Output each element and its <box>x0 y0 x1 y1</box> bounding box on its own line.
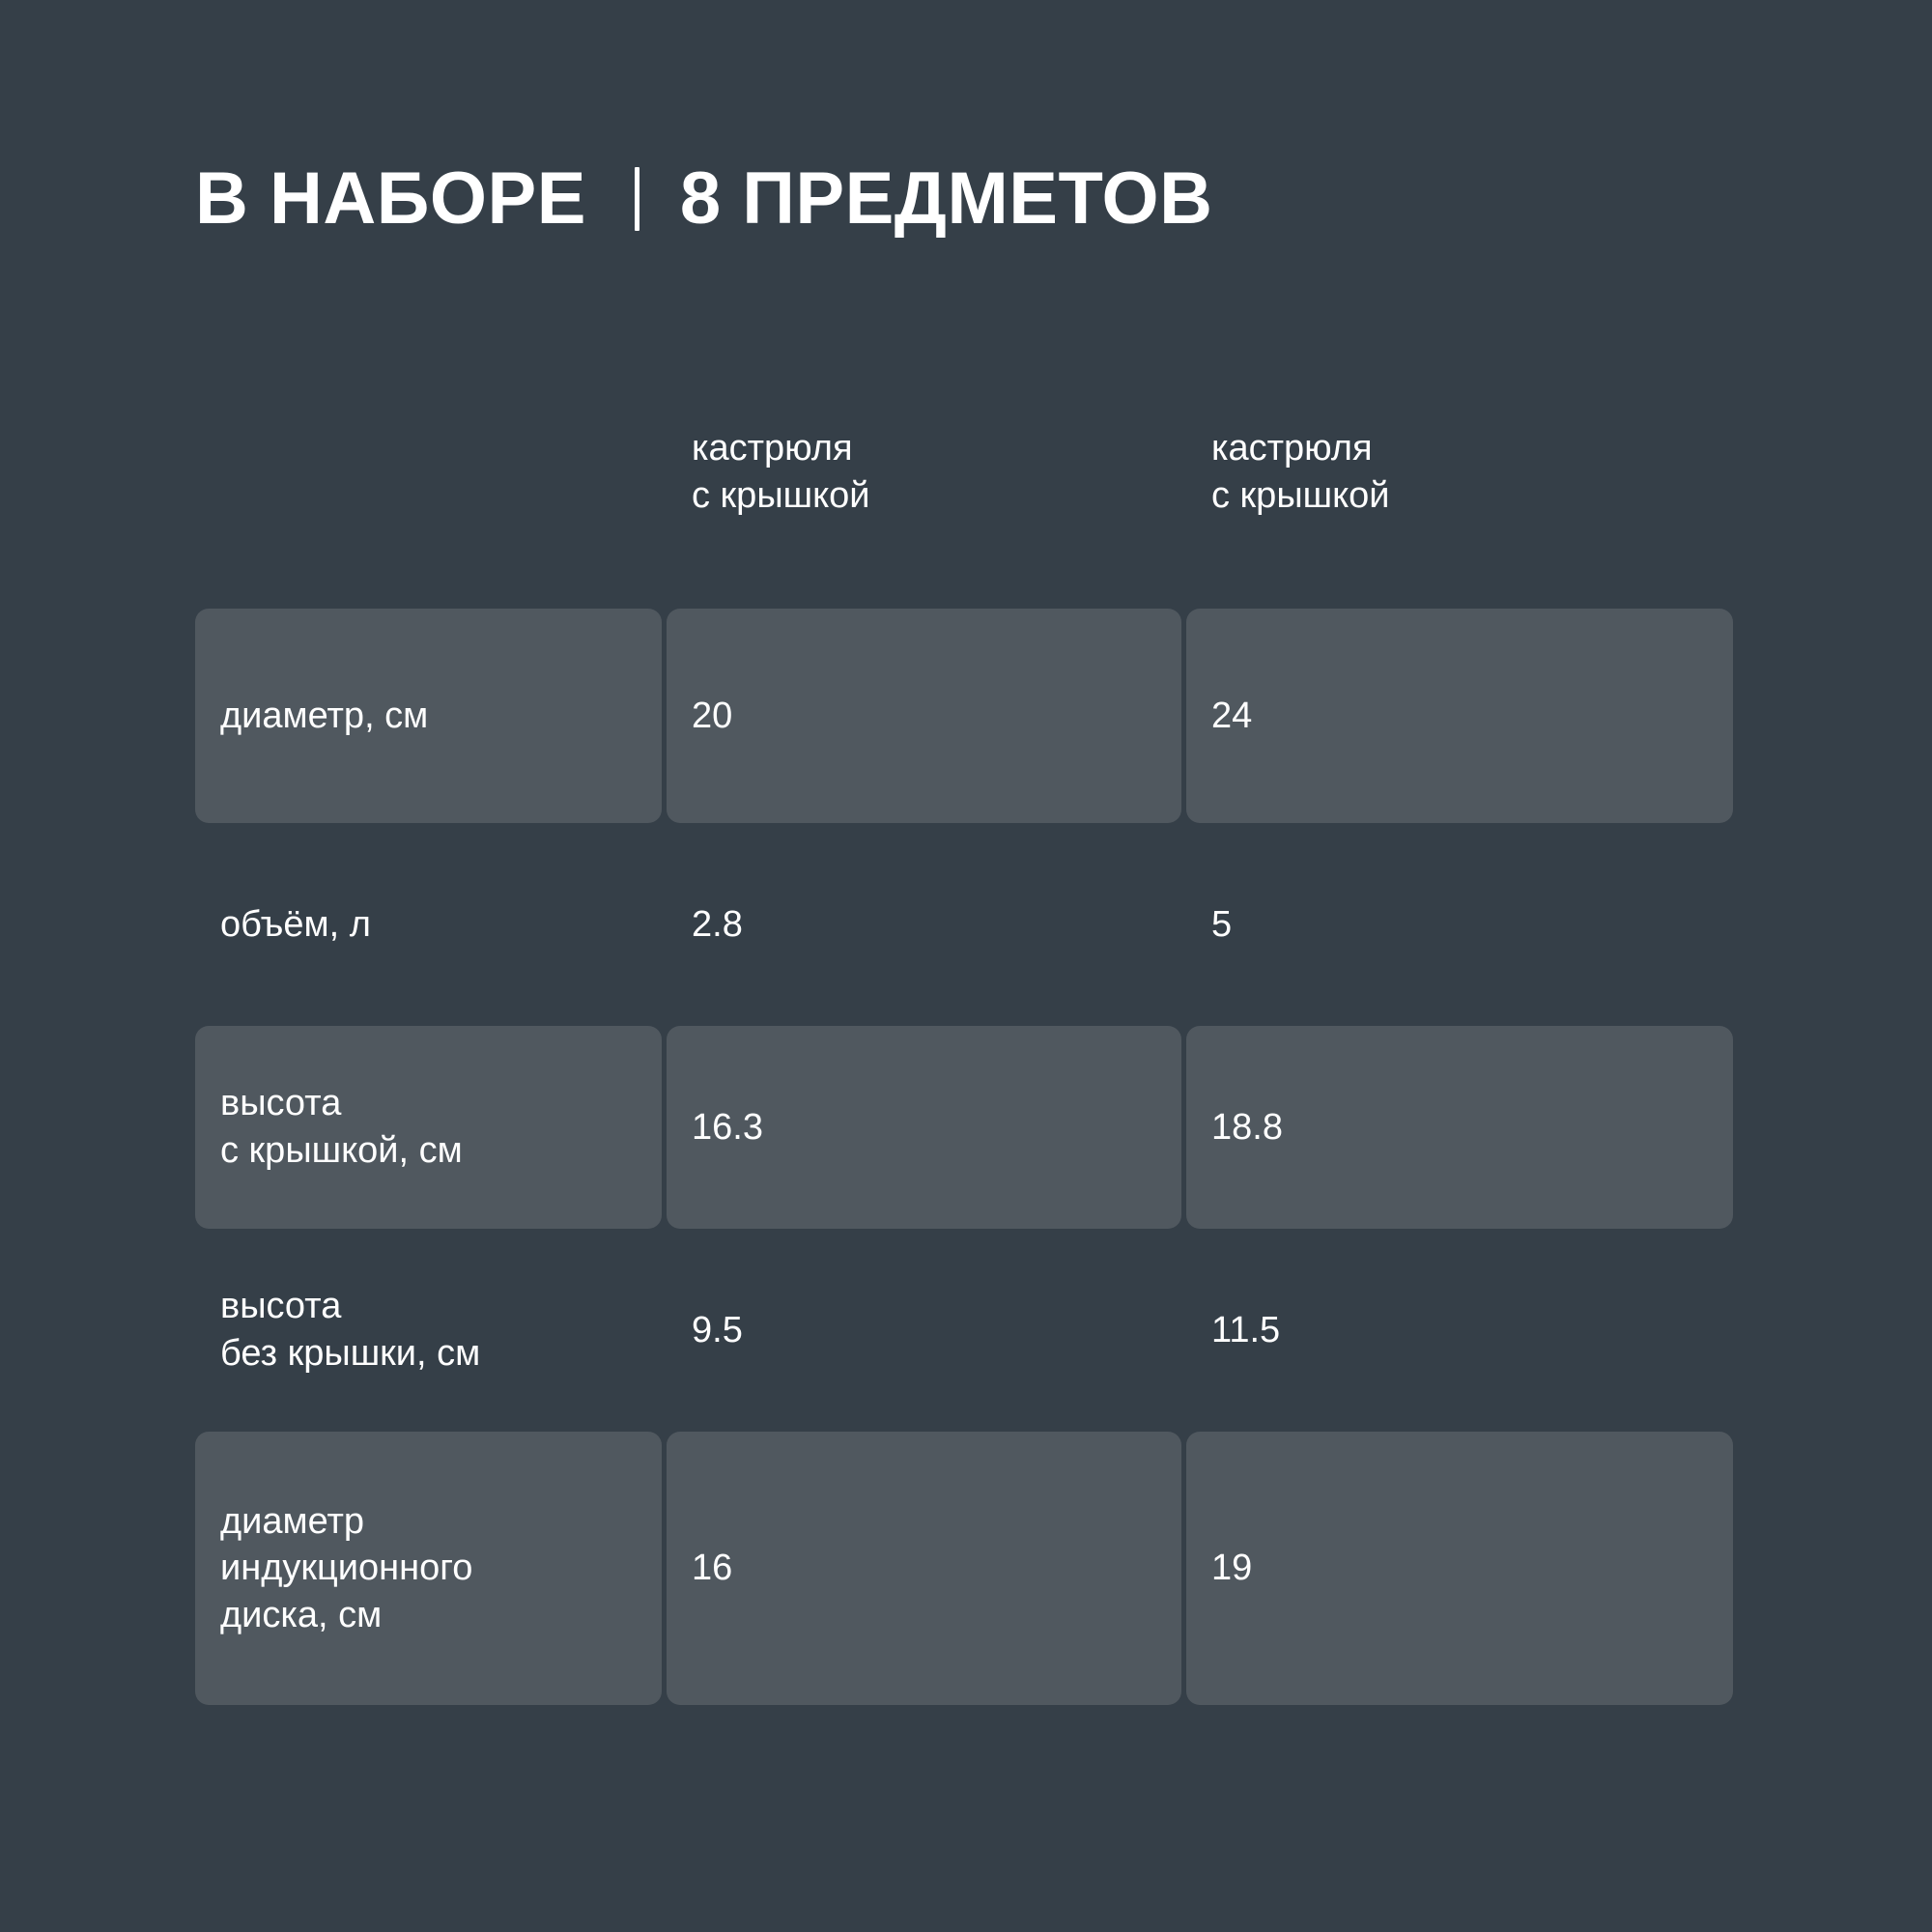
column-header-line: кастрюля <box>1211 428 1373 469</box>
row-value: 11.5 <box>1211 1309 1281 1350</box>
row-value: 2.8 <box>692 903 743 945</box>
row-label-line: высота <box>220 1286 342 1327</box>
row-label-line: с крышкой, см <box>220 1130 463 1171</box>
row-label-line: объём, л <box>220 903 371 945</box>
table-header-corner <box>195 425 662 609</box>
row-value: 9.5 <box>692 1309 743 1350</box>
title-divider-icon <box>634 167 639 231</box>
table-header-row: кастрюля с крышкой кастрюля с крышкой <box>195 425 1733 609</box>
page-title-right: 8 ПРЕДМЕТОВ <box>679 157 1213 240</box>
table-row: диаметр индукционного диска, см 16 19 <box>195 1432 1733 1705</box>
row-value: 24 <box>1186 609 1733 823</box>
row-label-line: высота <box>220 1083 342 1124</box>
row-value: 16.3 <box>667 1026 1181 1229</box>
row-label-line: индукционного <box>220 1548 473 1589</box>
row-label: диаметр индукционного диска, см <box>195 1432 662 1705</box>
row-label-line: диаметр, см <box>220 695 429 736</box>
row-value: 16 <box>667 1432 1181 1705</box>
row-value: 5 <box>1211 903 1233 945</box>
page-title-left: В НАБОРЕ <box>195 157 586 240</box>
row-label: высота без крышки, см <box>195 1229 662 1432</box>
column-header-line: с крышкой <box>692 474 870 516</box>
specifications-table: кастрюля с крышкой кастрюля с крышкой ди… <box>195 425 1733 1705</box>
table-row: высота с крышкой, см 16.3 18.8 <box>195 1026 1733 1229</box>
column-header-pot-20: кастрюля с крышкой <box>667 425 1181 609</box>
row-value: 19 <box>1186 1432 1733 1705</box>
table-row: объём, л 2.8 5 <box>195 823 1733 1026</box>
column-header-pot-24: кастрюля с крышкой <box>1186 425 1733 609</box>
column-header-line: кастрюля <box>692 428 853 469</box>
row-label-line: диска, см <box>220 1594 383 1635</box>
row-label: диаметр, см <box>195 609 662 823</box>
row-value: 20 <box>667 609 1181 823</box>
row-value: 18.8 <box>1186 1026 1733 1229</box>
row-label-line: без крышки, см <box>220 1333 481 1374</box>
row-label: объём, л <box>195 823 662 1026</box>
column-header-line: с крышкой <box>1211 474 1390 516</box>
table-row: диаметр, см 20 24 <box>195 609 1733 823</box>
row-label: высота с крышкой, см <box>195 1026 662 1229</box>
table-row: высота без крышки, см 9.5 11.5 <box>195 1229 1733 1432</box>
row-label-line: диаметр <box>220 1500 365 1542</box>
page-title: В НАБОРЕ 8 ПРЕДМЕТОВ <box>195 162 1212 236</box>
